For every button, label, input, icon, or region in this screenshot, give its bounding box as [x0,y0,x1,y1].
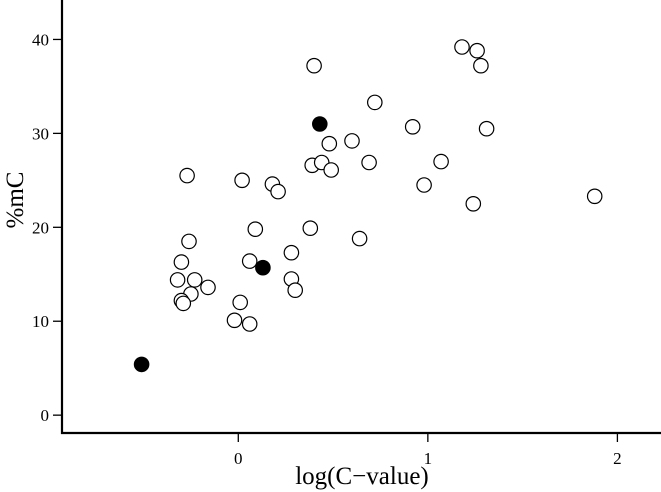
open-point-20 [302,220,319,236]
open-point-9 [232,294,248,311]
open-point-37 [465,196,482,212]
open-point-6 [175,295,192,312]
y-tick-label-1: 10 [32,312,49,331]
open-point-34 [469,42,485,59]
open-point-17 [283,244,300,261]
open-point-16 [270,183,286,200]
x-tick-label-0: 0 [234,449,243,468]
open-point-11 [241,316,258,332]
open-point-19 [287,282,303,298]
open-point-31 [416,177,432,193]
open-point-28 [361,154,377,171]
y-tick-label-0: 0 [41,406,50,425]
open-point-24 [323,162,339,178]
x-tick-label-2: 2 [613,449,622,468]
y-axis-title: %mC [2,172,29,229]
open-point-3 [200,279,216,296]
open-point-36 [478,120,495,137]
y-tick-label-3: 30 [32,124,49,143]
filled-point-1 [255,259,271,276]
open-point-26 [344,133,360,149]
open-point-30 [404,119,421,135]
open-point-33 [454,39,470,55]
open-point-7 [181,233,197,250]
open-point-1 [169,272,186,288]
filled-point-0 [133,356,150,373]
data-points [133,39,603,373]
open-point-32 [433,153,449,170]
x-tick-label-1: 1 [424,449,433,468]
open-point-27 [351,230,368,247]
tick-marks [53,38,619,442]
open-point-12 [241,253,258,269]
y-tick-label-2: 20 [32,218,49,237]
open-point-23 [321,135,338,152]
open-point-2 [186,272,203,288]
open-point-38 [586,188,603,205]
axes [60,0,661,435]
open-point-35 [473,57,489,74]
open-point-14 [234,172,250,189]
x-axis-title: log(C−value) [295,463,429,490]
y-tick-label-4: 40 [32,30,49,49]
open-point-10 [226,312,243,329]
open-point-0 [173,254,190,270]
filled-point-2 [311,116,328,132]
open-point-25 [306,57,322,74]
open-point-8 [179,167,195,184]
open-point-13 [247,221,264,237]
open-point-29 [366,94,383,111]
